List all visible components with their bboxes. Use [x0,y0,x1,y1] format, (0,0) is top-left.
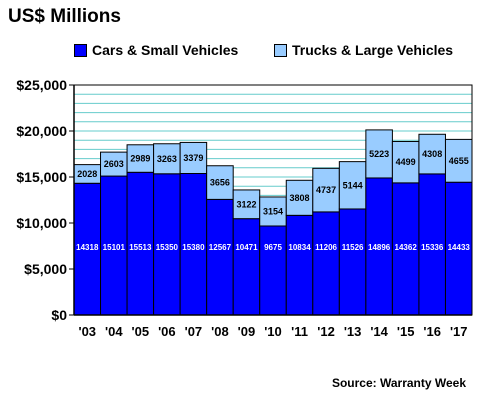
data-label-cars: 14318 [76,243,99,252]
data-label-cars: 11206 [315,243,337,252]
data-label-trucks: 3122 [236,199,256,209]
legend-label-cars: Cars & Small Vehicles [92,42,239,58]
bar-trucks-11 [285,179,314,216]
data-label-trucks: 4308 [422,149,442,159]
y-tick-label: $5,000 [24,261,67,277]
data-label-trucks: 3263 [157,154,177,164]
data-label-cars: 14896 [368,243,391,252]
data-label-cars: 10471 [235,243,258,252]
x-tick-label: '14 [370,324,388,339]
bar-cars-04 [100,175,128,316]
data-label-trucks: 5144 [343,180,363,190]
x-tick-label: '15 [397,324,415,339]
bar-trucks-06 [153,143,181,175]
x-tick-label: '12 [317,324,335,339]
bar-trucks-09 [232,189,261,220]
data-label-trucks: 5223 [369,149,389,159]
legend-label-trucks: Trucks & Large Vehicles [292,42,454,58]
y-tick-label: $0 [51,307,67,323]
legend-item-cars: Cars & Small Vehicles [74,42,238,58]
data-label-trucks: 2989 [130,154,150,164]
bar-cars-15 [391,182,420,316]
y-tick-label: $10,000 [16,215,67,231]
data-label-cars: 12567 [209,243,232,252]
data-label-cars: 15380 [182,243,205,252]
data-label-trucks: 4655 [449,156,469,166]
x-tick-label: '09 [238,324,256,339]
x-tick-label: '04 [105,324,123,339]
data-label-cars: 11526 [342,243,364,252]
data-label-trucks: 2603 [104,159,124,169]
data-label-trucks: 2028 [77,169,97,179]
source-note: Source: Warranty Week [331,376,466,390]
bar-cars-07 [179,173,208,316]
x-tick-label: '08 [211,324,229,339]
bar-trucks-05 [126,144,155,173]
x-tick-label: '11 [291,324,308,339]
x-tick-label: '17 [450,324,468,339]
bar-cars-09 [232,218,261,316]
data-label-cars: 14433 [448,243,471,252]
bar-trucks-07 [179,141,208,175]
x-tick-label: '06 [158,324,176,339]
chart-title: US$ Millions [8,6,121,27]
data-label-cars: 15513 [129,243,152,252]
bar-cars-11 [285,214,314,316]
data-label-cars: 15336 [421,243,444,252]
bar-cars-17 [444,181,473,316]
data-label-trucks: 3656 [210,178,230,188]
x-tick-label: '16 [423,324,441,339]
bar-cars-08 [206,198,234,316]
x-tick-label: '10 [264,324,282,339]
plot-border [73,84,473,316]
data-label-cars: 14362 [395,243,418,252]
y-tick-label: $20,000 [16,123,67,139]
bar-trucks-16 [418,133,446,175]
legend: Cars & Small Vehicles Trucks & Large Veh… [0,42,480,64]
bar-cars-13 [338,208,367,316]
x-tick-label: '03 [78,324,96,339]
data-label-trucks: 3154 [263,206,283,216]
x-tick-label: '13 [344,324,362,339]
bar-trucks-14 [365,129,393,179]
data-label-cars: 15101 [103,243,126,252]
bar-cars-10 [259,225,287,316]
legend-item-trucks: Trucks & Large Vehicles [274,42,453,58]
bar-cars-16 [418,173,446,316]
bar-cars-12 [312,211,340,316]
x-tick-label: '05 [132,324,150,339]
legend-swatch-cars [74,43,87,57]
data-label-trucks: 4499 [396,157,416,167]
bar-trucks-13 [338,161,367,210]
y-tick-label: $15,000 [16,169,67,185]
y-tick-label: $25,000 [16,77,67,93]
bar-trucks-08 [206,165,234,200]
bar-trucks-12 [312,167,340,213]
x-tick-label: '07 [185,324,203,339]
data-label-trucks: 3379 [183,153,203,163]
data-label-cars: 9675 [264,243,282,252]
data-label-trucks: 3808 [290,193,310,203]
data-label-cars: 10834 [288,243,311,252]
legend-swatch-trucks [274,43,287,57]
data-label-trucks: 4737 [316,185,336,195]
data-label-cars: 15350 [156,243,179,252]
bar-trucks-10 [259,196,287,227]
